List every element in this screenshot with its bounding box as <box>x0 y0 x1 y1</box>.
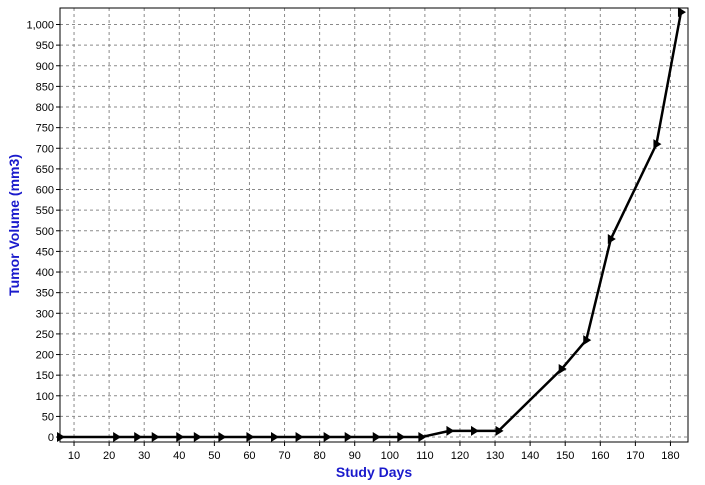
x-tick-label: 150 <box>556 450 574 462</box>
y-axis-title: Tumor Volume (mm3) <box>6 154 22 296</box>
y-tick-label: 650 <box>36 164 54 176</box>
y-tick-label: 50 <box>42 411 54 423</box>
y-tick-label: 900 <box>36 61 54 73</box>
data-point-marker <box>176 432 185 443</box>
x-tick-label: 20 <box>103 450 115 462</box>
x-axis: 10 20 30 40 50 60 70 80 90 100 110 120 130 140 150 160 1… <box>68 442 680 462</box>
x-tick-label: 110 <box>416 450 434 462</box>
x-tick-label: 160 <box>591 450 609 462</box>
x-tick-label: 170 <box>626 450 644 462</box>
y-tick-label: 450 <box>36 246 54 258</box>
x-tick-label: 100 <box>381 450 399 462</box>
y-tick-label: 300 <box>36 308 54 320</box>
x-tick-label: 120 <box>451 450 469 462</box>
data-point-marker <box>344 432 353 443</box>
data-point-marker <box>495 425 504 436</box>
y-tick-label: 500 <box>36 226 54 238</box>
x-tick-label: 80 <box>313 450 325 462</box>
x-tick-label: 90 <box>349 450 361 462</box>
data-point-marker <box>372 432 381 443</box>
y-tick-label: 950 <box>36 40 54 52</box>
x-tick-label: 40 <box>173 450 185 462</box>
data-point-marker <box>607 234 616 245</box>
y-tick-label: 150 <box>36 370 54 382</box>
y-tick-label: 1,000 <box>26 20 54 32</box>
y-tick-label: 600 <box>36 185 54 197</box>
data-point-marker <box>113 432 122 443</box>
data-point-marker <box>323 432 332 443</box>
y-tick-label: 350 <box>36 288 54 300</box>
data-point-marker <box>418 432 427 443</box>
x-tick-label: 10 <box>68 450 80 462</box>
y-tick-label: 800 <box>36 102 54 114</box>
x-tick-label: 60 <box>243 450 255 462</box>
y-axis: 0 50 100 150 200 250 300 350 400 450 500 550 600 650 7… <box>26 20 60 444</box>
y-tick-label: 100 <box>36 391 54 403</box>
data-point-marker <box>446 425 455 436</box>
y-tick-label: 400 <box>36 267 54 279</box>
x-tick-label: 180 <box>661 450 679 462</box>
x-tick-label: 70 <box>278 450 290 462</box>
x-tick-label: 30 <box>138 450 150 462</box>
y-tick-label: 700 <box>36 143 54 155</box>
data-point-marker <box>397 432 406 443</box>
y-tick-label: 0 <box>48 432 54 444</box>
data-point-marker <box>558 363 567 374</box>
data-point-marker <box>218 432 227 443</box>
data-point-marker <box>246 432 255 443</box>
data-point-marker <box>193 432 202 443</box>
x-tick-label: 50 <box>208 450 220 462</box>
data-point-marker <box>583 335 592 346</box>
y-tick-label: 850 <box>36 81 54 93</box>
y-tick-label: 200 <box>36 350 54 362</box>
y-tick-label: 750 <box>36 123 54 135</box>
x-tick-label: 140 <box>521 450 539 462</box>
data-point-marker <box>653 139 662 150</box>
data-point-marker <box>470 425 479 436</box>
grid-lines <box>60 8 688 442</box>
data-point-marker <box>151 432 160 443</box>
x-axis-title: Study Days <box>336 464 412 480</box>
data-point-marker <box>271 432 280 443</box>
data-point-marker <box>57 432 65 443</box>
data-point-marker <box>134 432 143 443</box>
series-line <box>60 11 683 439</box>
y-tick-label: 550 <box>36 205 54 217</box>
x-tick-label: 130 <box>486 450 504 462</box>
series-group <box>57 7 686 443</box>
data-point-marker <box>295 432 304 443</box>
data-point-marker <box>677 7 686 18</box>
y-tick-label: 250 <box>36 329 54 341</box>
plot-area-frame <box>59 7 689 443</box>
